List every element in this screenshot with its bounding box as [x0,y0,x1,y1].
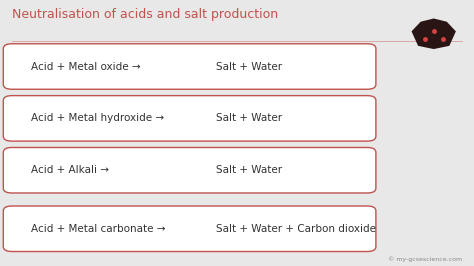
Text: Salt + Water: Salt + Water [216,113,282,123]
FancyBboxPatch shape [3,95,376,141]
Text: Salt + Water: Salt + Water [216,61,282,72]
FancyBboxPatch shape [3,44,376,89]
Text: Acid + Metal hydroxide →: Acid + Metal hydroxide → [31,113,164,123]
FancyBboxPatch shape [3,147,376,193]
Text: Salt + Water: Salt + Water [216,165,282,175]
Text: Acid + Metal oxide →: Acid + Metal oxide → [31,61,140,72]
Text: Acid + Alkali →: Acid + Alkali → [31,165,109,175]
FancyBboxPatch shape [3,206,376,252]
Text: © my-gcse​science.com: © my-gcse​science.com [388,256,462,262]
Text: Acid + Metal carbonate →: Acid + Metal carbonate → [31,224,165,234]
Polygon shape [411,19,456,49]
Text: Salt + Water + Carbon dioxide: Salt + Water + Carbon dioxide [216,224,376,234]
Text: Neutralisation of acids and salt production: Neutralisation of acids and salt product… [12,8,278,21]
